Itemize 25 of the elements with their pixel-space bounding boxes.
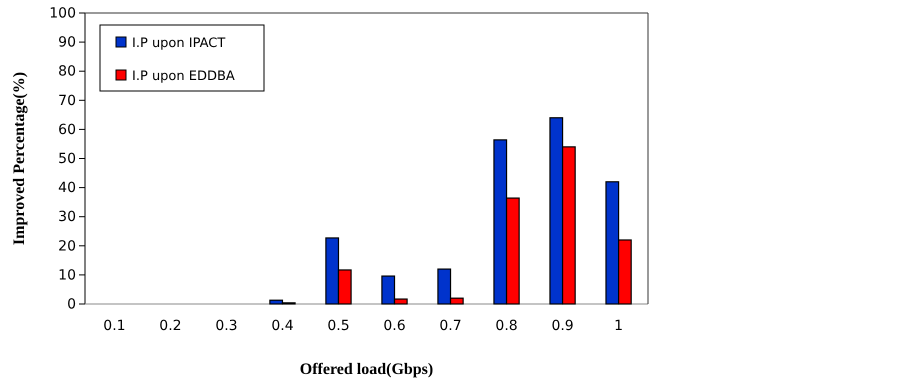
y-tick-label: 60 bbox=[58, 122, 76, 138]
x-tick-label: 0.5 bbox=[327, 318, 350, 334]
legend-label: I.P upon IPACT bbox=[132, 36, 226, 51]
x-tick-label: 0.9 bbox=[551, 318, 574, 334]
y-tick-label: 10 bbox=[58, 267, 76, 284]
y-tick-label: 20 bbox=[58, 238, 76, 254]
legend-label: I.P upon EDDBA bbox=[132, 69, 235, 84]
x-tick-label: 0.6 bbox=[383, 318, 406, 334]
x-tick-label: 0.1 bbox=[103, 318, 126, 334]
y-tick-label: 90 bbox=[58, 34, 76, 51]
y-tick-label: 80 bbox=[58, 64, 76, 80]
y-tick-label: 100 bbox=[49, 5, 76, 22]
y-tick-label: 50 bbox=[58, 150, 76, 167]
y-tick-label: 70 bbox=[58, 92, 76, 109]
x-tick-label: 0.3 bbox=[215, 318, 238, 334]
x-tick-label: 0.2 bbox=[159, 318, 182, 334]
x-tick-label: 0.4 bbox=[271, 318, 294, 334]
y-tick-label: 0 bbox=[67, 296, 76, 312]
y-tick-label: 40 bbox=[58, 180, 76, 196]
x-axis-title: Offered load(Gbps) bbox=[300, 361, 434, 378]
x-tick-label: 0.7 bbox=[439, 318, 462, 334]
y-axis-title: Improved Percentage(%) bbox=[11, 72, 28, 246]
x-tick-label: 0.8 bbox=[495, 318, 518, 334]
x-tick-label: 1 bbox=[614, 318, 624, 334]
y-tick-label: 30 bbox=[58, 209, 76, 226]
